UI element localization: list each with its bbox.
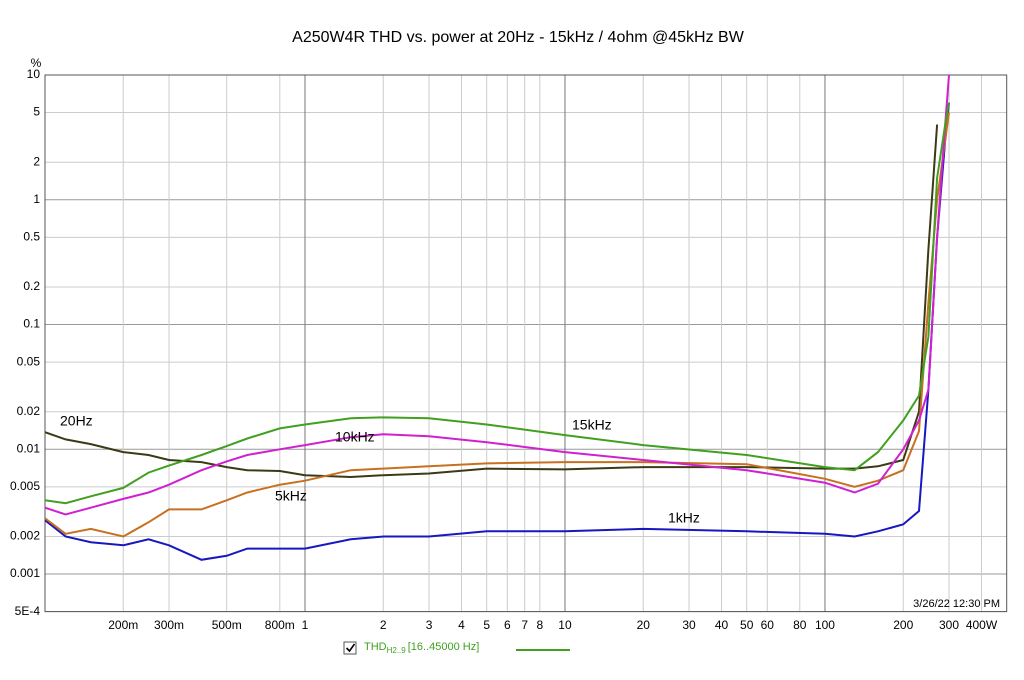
chart-title: A250W4R THD vs. power at 20Hz - 15kHz / … [292,29,745,46]
x-tick-label: 200m [108,618,138,632]
y-tick-label: 10 [27,67,41,81]
series-line [45,102,950,561]
series-line [45,102,950,505]
x-tick-label: 2 [380,618,387,632]
series-line [45,112,950,538]
x-tick-label: 50 [740,618,754,632]
x-tick-label: 30 [682,618,696,632]
x-tick-label: 60 [761,618,775,632]
series-label: 10kHz [335,429,375,445]
x-tick-label: 400W [966,618,998,632]
x-tick-label: 5 [483,618,490,632]
series-label: 15kHz [572,417,612,433]
timestamp: 3/26/22 12:30 PM [913,598,1000,610]
series-label: 5kHz [275,488,307,504]
x-tick-label: 20 [637,618,651,632]
y-tick-label: 1 [33,192,40,206]
legend-subscript: H2..9 [387,646,407,655]
x-tick-label: 800m [265,618,295,632]
x-tick-label: 40 [715,618,729,632]
y-unit: % [31,56,42,70]
series-line [45,124,939,479]
x-tick-label: 3 [426,618,433,632]
x-tick-label: 200 [893,618,913,632]
y-tick-label: 5 [33,105,40,119]
x-tick-label: 300m [154,618,184,632]
legend-label: THDH2..9 [16..45000 Hz] [364,641,479,655]
checkmark [345,643,356,653]
y-tick-label: 0.1 [23,317,40,331]
x-tick-label: 100 [815,618,835,632]
y-tick-label: 2 [33,154,40,168]
y-tick-label: 0.2 [23,279,40,293]
x-tick-label: 500m [212,618,242,632]
y-tick-label: 0.002 [10,529,40,543]
y-tick-label: 5E-4 [15,604,41,618]
y-tick-label: 0.02 [17,404,41,418]
x-tick-label: 4 [458,618,465,632]
x-tick-label: 10 [558,618,572,632]
x-tick-label: 1 [302,618,309,632]
legend-label-main: THD [364,641,387,653]
y-tick-label: 0.01 [17,441,41,455]
plot-frame [44,74,1008,613]
y-tick-label: 0.005 [10,479,40,493]
x-tick-label: 6 [504,618,511,632]
series-line [45,74,950,516]
series-label: 20Hz [60,413,93,429]
legend-range: [16..45000 Hz] [408,641,480,653]
y-tick-label: 0.001 [10,566,40,580]
y-tick-label: 0.5 [23,229,40,243]
x-tick-label: 300 [939,618,959,632]
series-label: 1kHz [668,510,700,526]
x-tick-label: 7 [521,618,528,632]
y-tick-label: 0.05 [17,354,41,368]
x-tick-label: 8 [536,618,543,632]
x-tick-label: 80 [793,618,807,632]
